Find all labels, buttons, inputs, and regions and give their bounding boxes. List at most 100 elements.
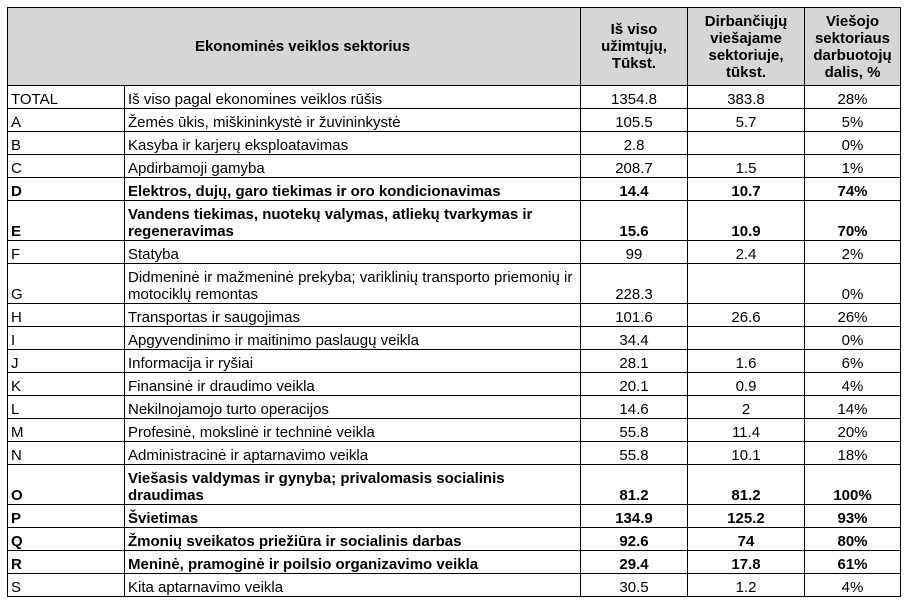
public-employed-cell: 1.5	[687, 154, 805, 178]
sector-name-cell: Žemės ūkis, miškininkystė ir žuvininkyst…	[124, 108, 581, 132]
table-row: C Apdirbamoji gamyba 208.7 1.5 1%	[7, 154, 901, 178]
header-line: užimtųjų,	[601, 38, 667, 55]
header-line: Tūkst.	[611, 55, 657, 72]
table-row: B Kasyba ir karjerų eksploatavimas 2.8 0%	[7, 131, 901, 155]
total-employed-cell: 105.5	[580, 108, 688, 132]
total-employed-cell: 134.9	[580, 504, 688, 528]
table-row: F Statyba 99 2.4 2%	[7, 240, 901, 264]
public-employed-cell: 2	[687, 395, 805, 419]
public-share-cell: 1%	[804, 154, 901, 178]
table-row: D Elektros, dujų, garo tiekimas ir oro ko…	[7, 177, 901, 201]
header-line: dalis, %	[824, 63, 881, 81]
table-row: J Informacija ir ryšiai 28.1 1.6 6%	[7, 349, 901, 373]
public-share-cell: 80%	[804, 527, 901, 551]
total-employed-cell: 55.8	[580, 441, 688, 465]
total-employed-cell: 20.1	[580, 372, 688, 396]
public-share-cell: 74%	[804, 177, 901, 201]
public-share-cell: 93%	[804, 504, 901, 528]
sector-name-cell: Elektros, dujų, garo tiekimas ir oro kon…	[124, 177, 581, 201]
sector-code-cell: K	[7, 372, 125, 396]
table-row: TOTAL Iš viso pagal ekonomines veiklos rū…	[7, 85, 901, 109]
sector-code-cell: TOTAL	[7, 85, 125, 109]
sector-name-cell: Administracinė ir aptarnavimo veikla	[124, 441, 581, 465]
public-share-cell: 26%	[804, 303, 901, 327]
sector-name-cell: Švietimas	[124, 504, 581, 528]
total-employed-cell: 228.3	[580, 263, 688, 304]
total-employed-cell: 92.6	[580, 527, 688, 551]
sector-code-cell: Q	[7, 527, 125, 551]
public-employed-cell: 10.9	[687, 200, 805, 241]
total-employed-cell: 34.4	[580, 326, 688, 350]
header-row: Ekonominės veiklos sektorius Iš viso uži…	[7, 7, 901, 86]
table-row: O Viešasis valdymas ir gynyba; privalomas…	[7, 464, 901, 505]
sector-name-cell: Viešasis valdymas ir gynyba; privalomasi…	[124, 464, 581, 505]
public-employed-cell: 5.7	[687, 108, 805, 132]
public-employed-cell: 10.1	[687, 441, 805, 465]
total-employed-cell: 81.2	[580, 464, 688, 505]
header-line: sektoriaus	[814, 29, 891, 47]
table-row: G Didmeninė ir mažmeninė prekyba; varikli…	[7, 263, 901, 304]
sector-code-cell: S	[7, 573, 125, 597]
sector-name-cell: Nekilnojamojo turto operacijos	[124, 395, 581, 419]
sector-code-cell: O	[7, 464, 125, 505]
public-share-cell: 61%	[804, 550, 901, 574]
public-employed-cell: 11.4	[687, 418, 805, 442]
sector-code-cell: R	[7, 550, 125, 574]
sector-code-cell: M	[7, 418, 125, 442]
table-row: R Meninė, pramoginė ir poilsio organizavi…	[7, 550, 901, 574]
public-share-cell: 0%	[804, 263, 901, 304]
sector-name-cell: Transportas ir saugojimas	[124, 303, 581, 327]
public-employed-cell: 1.6	[687, 349, 805, 373]
sector-code-cell: E	[7, 200, 125, 241]
sector-employment-table: Ekonominės veiklos sektorius Iš viso uži…	[7, 7, 901, 597]
sector-code-cell: D	[7, 177, 125, 201]
header-sector: Ekonominės veiklos sektorius	[7, 7, 581, 86]
sector-code-cell: C	[7, 154, 125, 178]
total-employed-cell: 29.4	[580, 550, 688, 574]
public-employed-cell: 17.8	[687, 550, 805, 574]
public-employed-cell: 26.6	[687, 303, 805, 327]
public-employed-cell: 81.2	[687, 464, 805, 505]
total-employed-cell: 28.1	[580, 349, 688, 373]
public-share-cell: 0%	[804, 131, 901, 155]
total-employed-cell: 101.6	[580, 303, 688, 327]
header-public-share: Viešojo sektoriaus darbuotojų dalis, %	[804, 7, 901, 86]
public-share-cell: 4%	[804, 573, 901, 597]
header-public-employed: Dirbančiųjų viešajame sektoriuje, tūkst.	[687, 7, 805, 86]
total-employed-cell: 14.6	[580, 395, 688, 419]
total-employed-cell: 15.6	[580, 200, 688, 241]
public-share-cell: 18%	[804, 441, 901, 465]
sector-code-cell: N	[7, 441, 125, 465]
header-line: darbuotojų	[813, 46, 892, 64]
header-line: Iš viso	[610, 21, 658, 38]
sector-name-cell: Žmonių sveikatos priežiūra ir socialinis…	[124, 527, 581, 551]
public-employed-cell	[687, 131, 805, 155]
public-share-cell: 28%	[804, 85, 901, 109]
public-share-cell: 6%	[804, 349, 901, 373]
total-employed-cell: 14.4	[580, 177, 688, 201]
header-line: sektoriuje,	[708, 46, 784, 64]
total-employed-cell: 30.5	[580, 573, 688, 597]
table-row: K Finansinė ir draudimo veikla 20.1 0.9 4%	[7, 372, 901, 396]
sector-code-cell: H	[7, 303, 125, 327]
total-employed-cell: 2.8	[580, 131, 688, 155]
sector-name-cell: Apdirbamoji gamyba	[124, 154, 581, 178]
sector-code-cell: I	[7, 326, 125, 350]
header-line: Viešojo	[825, 12, 880, 30]
table-row: L Nekilnojamojo turto operacijos 14.6 2 14%	[7, 395, 901, 419]
table-row: P Švietimas 134.9 125.2 93%	[7, 504, 901, 528]
sector-name-cell: Statyba	[124, 240, 581, 264]
sector-code-cell: A	[7, 108, 125, 132]
sector-name-cell: Profesinė, mokslinė ir techninė veikla	[124, 418, 581, 442]
table-row: E Vandens tiekimas, nuotekų valymas, atli…	[7, 200, 901, 241]
public-share-cell: 70%	[804, 200, 901, 241]
sector-name-cell: Didmeninė ir mažmeninė prekyba; variklin…	[124, 263, 581, 304]
header-line: viešajame	[710, 29, 782, 47]
sector-name-cell: Meninė, pramoginė ir poilsio organizavim…	[124, 550, 581, 574]
total-employed-cell: 208.7	[580, 154, 688, 178]
sector-code-cell: G	[7, 263, 125, 304]
public-employed-cell	[687, 263, 805, 304]
sector-name-cell: Vandens tiekimas, nuotekų valymas, atlie…	[124, 200, 581, 241]
sector-code-cell: F	[7, 240, 125, 264]
table-row: N Administracinė ir aptarnavimo veikla 55.…	[7, 441, 901, 465]
